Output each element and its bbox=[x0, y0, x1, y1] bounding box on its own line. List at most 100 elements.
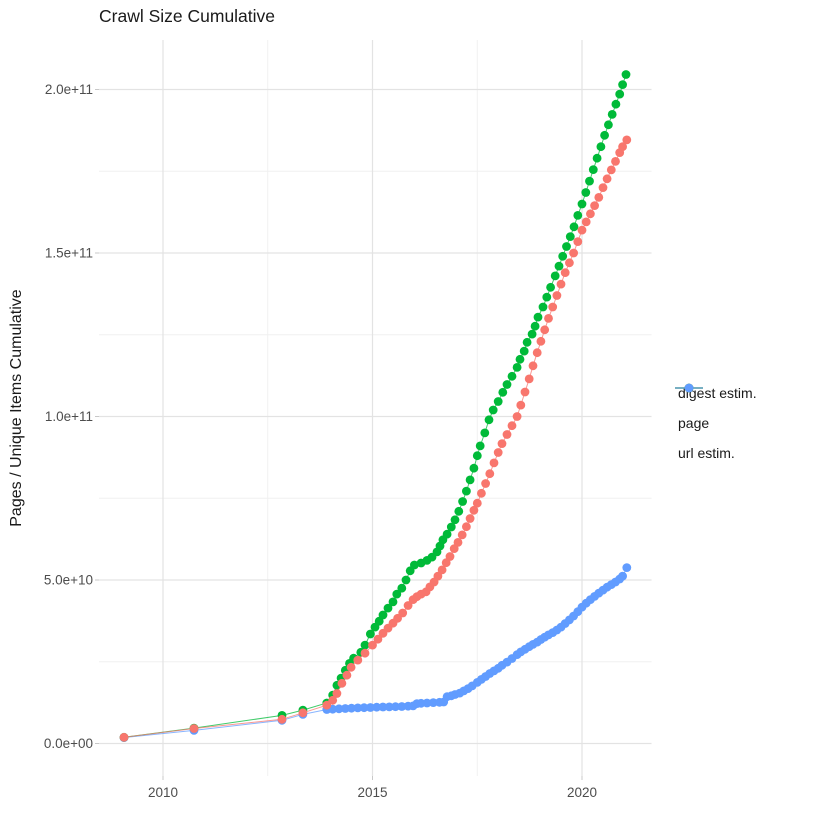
data-point-url-estim bbox=[366, 703, 375, 712]
data-point-digest-estim bbox=[360, 648, 370, 658]
data-point-digest-estim bbox=[552, 291, 562, 300]
data-point-digest-estim bbox=[528, 361, 538, 371]
data-point-page bbox=[378, 610, 388, 620]
data-point-page bbox=[577, 199, 587, 209]
data-point-url-estim bbox=[422, 698, 432, 708]
data-point-page bbox=[392, 589, 402, 599]
data-point-digest-estim bbox=[540, 325, 550, 335]
data-point-page bbox=[621, 70, 631, 79]
y-tick-label: 1.5e+11 bbox=[45, 246, 93, 261]
data-point-page bbox=[512, 363, 522, 372]
data-point-page bbox=[493, 397, 503, 406]
tick-marks bbox=[95, 89, 583, 780]
minor-gridlines bbox=[99, 40, 652, 776]
data-point-digest-estim bbox=[462, 522, 471, 532]
data-point-digest-estim bbox=[606, 165, 616, 175]
data-point-digest-estim bbox=[622, 135, 632, 145]
data-point-page bbox=[450, 515, 460, 525]
data-point-page bbox=[410, 560, 419, 570]
data-point-digest-estim bbox=[524, 374, 534, 384]
data-point-digest-estim bbox=[590, 201, 599, 211]
data-point-digest-estim bbox=[602, 174, 612, 184]
x-tick-label: 2010 bbox=[148, 785, 178, 800]
data-point-page bbox=[522, 337, 532, 347]
data-point-page bbox=[360, 640, 370, 650]
series-digest-estim bbox=[119, 135, 632, 742]
data-point-page bbox=[465, 475, 475, 485]
data-point-digest-estim bbox=[277, 714, 287, 724]
data-point-page bbox=[592, 153, 602, 163]
data-point-digest-estim bbox=[581, 217, 591, 227]
data-point-digest-estim bbox=[548, 302, 558, 312]
y-tick-label: 5.0e+10 bbox=[44, 573, 93, 588]
data-point-page bbox=[611, 99, 621, 109]
data-point-digest-estim bbox=[353, 655, 363, 665]
legend: digest estim. page url estim. bbox=[672, 378, 757, 468]
data-point-page bbox=[502, 380, 512, 389]
data-point-url-estim bbox=[340, 704, 350, 713]
data-point-digest-estim bbox=[433, 571, 443, 581]
data-point-page bbox=[446, 522, 456, 532]
data-point-digest-estim bbox=[497, 439, 507, 448]
data-point-url-estim bbox=[378, 702, 388, 712]
data-point-digest-estim bbox=[346, 662, 356, 672]
data-point-digest-estim bbox=[328, 695, 338, 705]
x-tick-labels: 2010 2015 2020 bbox=[148, 785, 597, 800]
data-point-page bbox=[454, 506, 464, 516]
legend-label-page: page bbox=[678, 415, 710, 431]
series-page bbox=[119, 70, 631, 742]
data-point-page bbox=[569, 222, 579, 232]
data-point-page bbox=[615, 89, 625, 99]
data-point-digest-estim bbox=[457, 530, 467, 540]
data-point-url-estim bbox=[372, 702, 382, 712]
data-point-url-estim bbox=[622, 563, 632, 572]
legend-item-page: page bbox=[672, 383, 757, 438]
legend-label-digest-estim: digest estim. bbox=[678, 385, 757, 401]
data-point-digest-estim bbox=[598, 183, 608, 193]
data-point-page bbox=[498, 387, 508, 397]
data-point-digest-estim bbox=[577, 225, 587, 235]
data-point-digest-estim bbox=[298, 708, 308, 718]
data-point-digest-estim bbox=[565, 258, 574, 268]
data-point-digest-estim bbox=[453, 538, 463, 547]
data-point-digest-estim bbox=[337, 678, 347, 688]
data-point-digest-estim bbox=[398, 608, 408, 618]
y-tick-label: 1.0e+11 bbox=[45, 409, 93, 424]
data-point-page bbox=[488, 405, 498, 415]
data-point-page bbox=[519, 346, 529, 356]
legend-item-url-estim: url estim. bbox=[672, 383, 757, 468]
data-point-page bbox=[581, 188, 591, 197]
data-point-page bbox=[397, 583, 407, 593]
data-point-digest-estim bbox=[573, 237, 583, 247]
data-point-page bbox=[515, 354, 525, 364]
series-line-url-estim bbox=[123, 567, 628, 739]
data-point-page bbox=[442, 529, 452, 539]
data-point-digest-estim bbox=[342, 670, 352, 680]
legend-key-dot bbox=[684, 383, 694, 393]
data-point-digest-estim bbox=[373, 634, 383, 644]
data-point-digest-estim bbox=[586, 209, 595, 219]
x-tick-label: 2015 bbox=[357, 785, 387, 800]
data-point-page bbox=[558, 251, 568, 261]
data-point-digest-estim bbox=[489, 458, 499, 468]
data-point-page bbox=[604, 120, 613, 130]
data-point-page bbox=[542, 292, 552, 302]
data-point-page bbox=[472, 451, 482, 461]
data-point-url-estim bbox=[618, 571, 627, 581]
legend-label-url-estim: url estim. bbox=[678, 445, 735, 461]
data-point-page bbox=[530, 321, 540, 331]
data-point-digest-estim bbox=[532, 348, 542, 358]
data-point-url-estim bbox=[334, 704, 344, 714]
data-point-digest-estim bbox=[445, 552, 455, 561]
data-point-page bbox=[538, 302, 548, 312]
data-point-page bbox=[562, 242, 571, 251]
data-point-page bbox=[366, 629, 375, 639]
y-tick-label: 0.0e+00 bbox=[44, 736, 93, 751]
legend-key-icon-url-estim bbox=[675, 383, 703, 393]
data-point-digest-estim bbox=[569, 248, 578, 258]
data-point-digest-estim bbox=[368, 640, 377, 650]
data-point-page bbox=[484, 415, 494, 425]
data-point-page bbox=[573, 211, 583, 220]
data-point-page bbox=[480, 428, 490, 438]
